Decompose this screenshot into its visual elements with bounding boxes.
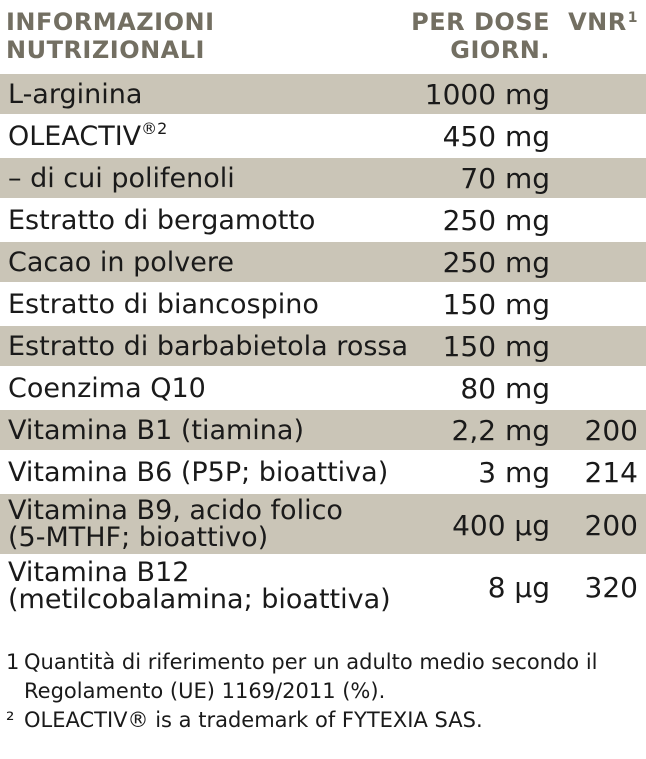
ingredient-name: Coenzima Q10 <box>8 372 206 404</box>
ingredient-name: Vitamina B12 (metilcobalamina; bioattiva… <box>8 557 391 615</box>
header-vnr-footnote-mark: 1 <box>627 10 638 26</box>
table-row: Vitamina B12 (metilcobalamina; bioattiva… <box>0 554 646 616</box>
ingredient-dose: 250 mg <box>442 245 550 279</box>
ingredient-vnr: 320 <box>584 571 638 604</box>
ingredient-name: Estratto di bergamotto <box>8 204 316 236</box>
trademark-footnote-mark: ®2 <box>141 118 168 138</box>
header-dose: PER DOSE GIORN. <box>350 8 550 64</box>
ingredient-dose: 150 mg <box>442 329 550 363</box>
ingredient-vnr <box>554 200 638 240</box>
ingredient-dose: 3 mg <box>478 455 550 489</box>
table-row: Estratto di biancospino 150 mg <box>0 282 646 324</box>
header-vnr: VNR1 <box>548 8 638 36</box>
footnote-1: 1 Quantità di riferimento per un adulto m… <box>6 648 642 706</box>
footnote-2-number: ² <box>6 708 15 732</box>
footnotes: 1 Quantità di riferimento per un adulto m… <box>6 648 642 735</box>
ingredient-vnr: 214 <box>584 455 638 489</box>
table-row: Cacao in polvere 250 mg <box>0 240 646 282</box>
ingredient-vnr <box>554 326 638 366</box>
table-row: OLEACTIV ®2 450 mg <box>0 114 646 156</box>
footnote-2-text: OLEACTIV® is a trademark of FYTEXIA SAS. <box>24 708 483 732</box>
ingredient-dose: 450 mg <box>442 119 550 153</box>
ingredient-dose: 250 mg <box>442 203 550 237</box>
ingredient-name: L-arginina <box>8 78 143 110</box>
footnote-2: ² OLEACTIV® is a trademark of FYTEXIA SAS… <box>6 706 642 735</box>
ingredient-vnr <box>554 74 638 114</box>
ingredient-vnr <box>554 158 638 198</box>
ingredient-name: Estratto di biancospino <box>8 288 319 320</box>
header-vnr-label: VNR <box>568 8 627 36</box>
ingredient-vnr <box>554 116 638 156</box>
ingredient-dose: 8 µg <box>487 571 550 604</box>
header-title-line1: INFORMAZIONI <box>6 8 215 36</box>
table-row: Vitamina B1 (tiamina) 2,2 mg 200 <box>0 408 646 450</box>
ingredient-name: Cacao in polvere <box>8 246 234 278</box>
ingredient-name: Vitamina B1 (tiamina) <box>8 414 304 446</box>
nutrition-table: L-arginina 1000 mg OLEACTIV ®2 450 mg – di cu… <box>0 72 646 616</box>
ingredient-vnr <box>554 242 638 282</box>
table-row: – di cui polifenoli 70 mg <box>0 156 646 198</box>
table-row: Vitamina B9, acido folico (5-MTHF; bioat… <box>0 492 646 554</box>
ingredient-vnr: 200 <box>584 413 638 447</box>
footnote-1-text: Quantità di riferimento per un adulto me… <box>24 650 598 703</box>
ingredient-vnr <box>554 284 638 324</box>
header-title: INFORMAZIONI NUTRIZIONALI <box>6 8 366 64</box>
ingredient-vnr <box>554 368 638 408</box>
table-row: Estratto di barbabietola rossa 150 mg <box>0 324 646 366</box>
ingredient-name: Vitamina B9, acido folico (5-MTHF; bioat… <box>8 495 343 553</box>
ingredient-dose: 80 mg <box>460 371 550 405</box>
ingredient-dose: 400 µg <box>452 509 550 542</box>
ingredient-dose: 70 mg <box>460 161 550 195</box>
table-header: INFORMAZIONI NUTRIZIONALI PER DOSE GIORN… <box>0 6 646 70</box>
ingredient-name: Vitamina B6 (P5P; bioattiva) <box>8 456 389 488</box>
table-row: Estratto di bergamotto 250 mg <box>0 198 646 240</box>
header-dose-line1: PER DOSE <box>411 8 550 36</box>
ingredient-name: – di cui polifenoli <box>8 162 235 194</box>
ingredient-vnr: 200 <box>584 509 638 542</box>
table-row: L-arginina 1000 mg <box>0 72 646 114</box>
ingredient-dose: 2,2 mg <box>451 413 550 447</box>
ingredient-name: OLEACTIV ®2 <box>8 116 418 156</box>
table-row: Vitamina B6 (P5P; bioattiva) 3 mg 214 <box>0 450 646 492</box>
header-dose-line2: GIORN. <box>450 36 550 64</box>
ingredient-dose: 1000 mg <box>424 77 550 111</box>
ingredient-name: Estratto di barbabietola rossa <box>8 330 409 362</box>
table-row: Coenzima Q10 80 mg <box>0 366 646 408</box>
header-title-line2: NUTRIZIONALI <box>6 36 205 64</box>
ingredient-dose: 150 mg <box>442 287 550 321</box>
footnote-1-number: 1 <box>6 650 20 674</box>
